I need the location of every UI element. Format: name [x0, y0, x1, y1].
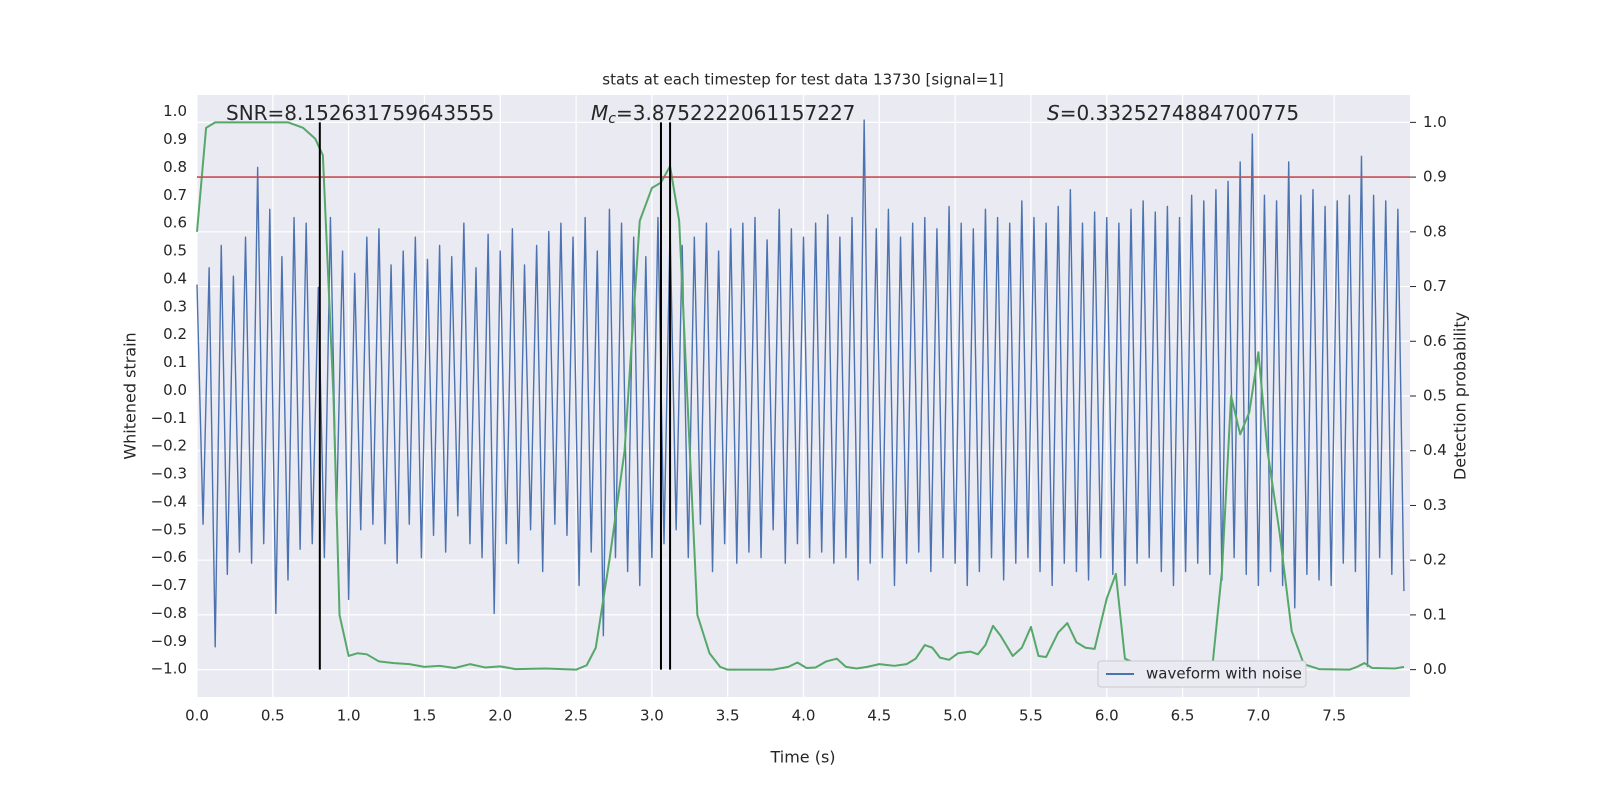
x-tick-label: 3.0: [640, 707, 664, 725]
y2-tick-label: 0.8: [1423, 222, 1447, 240]
legend-label: waveform with noise: [1146, 665, 1302, 683]
y-axis-label: Whitened strain: [121, 332, 140, 459]
y-tick-label: 0.7: [163, 186, 187, 204]
y-tick-label: −0.4: [151, 492, 187, 510]
y-tick-label: −0.2: [151, 437, 187, 455]
y2-tick-label: 0.0: [1423, 660, 1447, 678]
y-tick-label: −1.0: [151, 660, 187, 678]
y2-axis-label: Detection probability: [1451, 312, 1470, 480]
annotation: SNR=8.152631759643555: [226, 101, 494, 125]
y-tick-label: 0.4: [163, 269, 187, 287]
legend-box: [1097, 660, 1307, 688]
x-tick-label: 3.5: [716, 707, 740, 725]
y2-tick-label: 0.7: [1423, 277, 1447, 295]
y2-tick-label: 0.2: [1423, 551, 1447, 569]
x-tick-label: 1.0: [337, 707, 361, 725]
x-tick-label: 7.5: [1322, 707, 1346, 725]
y-tick-label: −0.7: [151, 576, 187, 594]
annotation-text: SNR=8.152631759643555: [226, 101, 494, 125]
x-tick-label: 1.5: [413, 707, 437, 725]
y-tick-label: −0.8: [151, 604, 187, 622]
annotation-symbol: S: [1047, 101, 1060, 125]
annotation-text: =0.3325274884700775: [1060, 101, 1299, 125]
x-tick-label: 7.0: [1246, 707, 1270, 725]
x-tick-label: 0.0: [185, 707, 209, 725]
y2-tick-label: 1.0: [1423, 113, 1447, 131]
y-tick-label: 0.8: [163, 158, 187, 176]
y2-tick-label: 0.9: [1423, 168, 1447, 186]
annotation-symbol: M: [591, 101, 608, 125]
annotation: S=0.3325274884700775: [1047, 101, 1299, 125]
x-tick-label: 6.0: [1095, 707, 1119, 725]
waveform-line: [196, 119, 1405, 668]
x-tick-label: 2.5: [564, 707, 588, 725]
y-tick-label: −0.9: [151, 632, 187, 650]
y-tick-label: 0.2: [163, 325, 187, 343]
y2-tick-label: 0.6: [1423, 332, 1447, 350]
y2-tick-label: 0.1: [1423, 605, 1447, 623]
x-tick-label: 4.0: [792, 707, 816, 725]
y-tick-label: −0.5: [151, 520, 187, 538]
x-tick-label: 0.5: [261, 707, 285, 725]
y2-tick-label: 0.3: [1423, 496, 1447, 514]
y-tick-label: 0.0: [163, 381, 187, 399]
x-tick-label: 2.0: [488, 707, 512, 725]
y-tick-label: 0.5: [163, 242, 187, 260]
annotation-subscript: c: [608, 111, 616, 127]
y-tick-label: −0.6: [151, 548, 187, 566]
y2-tick-label: 0.5: [1423, 387, 1447, 405]
y-tick-label: 1.0: [163, 102, 187, 120]
annotation-text: =3.8752222061157227: [616, 101, 855, 125]
x-tick-label: 5.0: [943, 707, 967, 725]
x-tick-label: 4.5: [867, 707, 891, 725]
x-axis-label: Time (s): [769, 748, 835, 767]
y-tick-label: 0.3: [163, 297, 187, 315]
x-tick-label: 6.5: [1171, 707, 1195, 725]
y-tick-label: 0.9: [163, 130, 187, 148]
y-tick-label: 0.6: [163, 214, 187, 232]
y-tick-label: −0.3: [151, 465, 187, 483]
y-tick-label: −0.1: [151, 409, 187, 427]
y2-tick-label: 0.4: [1423, 441, 1447, 459]
annotation: Mc=3.8752222061157227: [591, 101, 855, 128]
x-tick-label: 5.5: [1019, 707, 1043, 725]
y-tick-label: 0.1: [163, 353, 187, 371]
chart-title: stats at each timestep for test data 137…: [602, 71, 1003, 89]
